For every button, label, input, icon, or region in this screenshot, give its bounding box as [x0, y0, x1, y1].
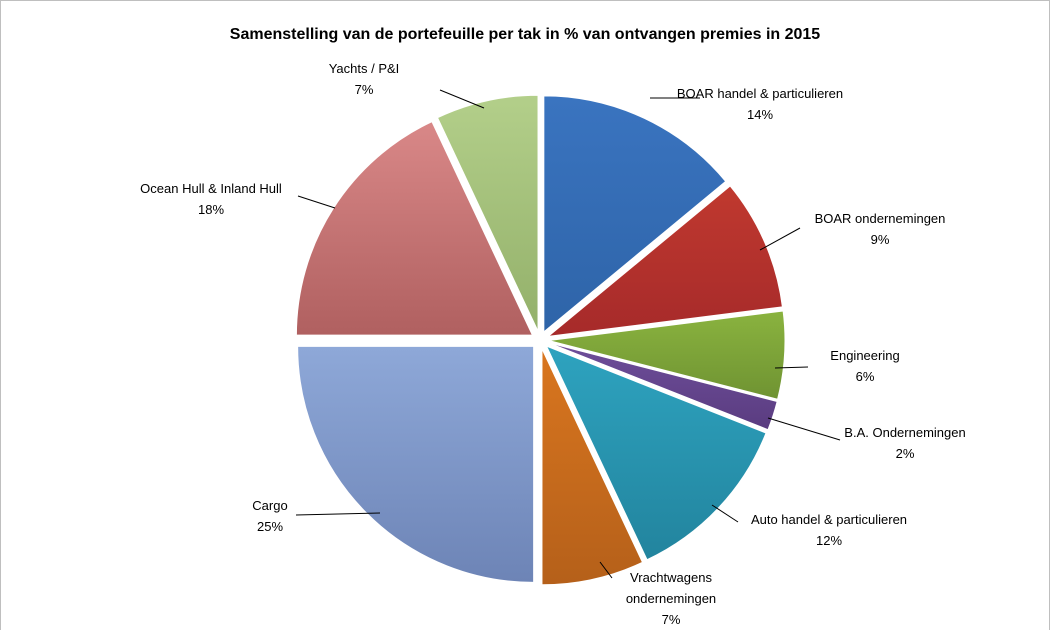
leader-line-5 — [711, 504, 739, 523]
slice-label-7: Cargo 25% — [252, 498, 287, 534]
pie-slice-1 — [543, 95, 727, 333]
pie-slice-9 — [436, 94, 539, 332]
slice-label-5: Auto handel & particulieren 12% — [751, 512, 907, 548]
slice-label-1: BOAR handel & particulieren 14% — [677, 86, 843, 122]
slice-label-8: Ocean Hull & Inland Hull 18% — [140, 181, 282, 217]
leader-line-2 — [759, 227, 801, 251]
pie-slice-4 — [548, 342, 778, 431]
chart-title: Samenstelling van de portefeuille per ta… — [229, 26, 821, 43]
pie-slice-5 — [545, 345, 767, 561]
slice-label-9: Yachts / P&I 7% — [329, 61, 400, 97]
pie-slice-2 — [546, 185, 783, 338]
pie-slice-3 — [548, 310, 786, 400]
leader-line-9 — [439, 89, 485, 109]
slice-label-3: Engineering 6% — [830, 348, 899, 384]
leader-line-7 — [295, 512, 381, 516]
slice-label-6: Vrachtwagens ondernemingen 7% — [626, 570, 716, 627]
pie-slice-8 — [295, 120, 534, 336]
leader-line-4 — [767, 417, 841, 441]
leader-line-8 — [297, 195, 336, 209]
pie-slice-6 — [541, 348, 644, 586]
leader-line-6 — [599, 561, 613, 579]
leader-line-3 — [774, 366, 809, 369]
slice-label-2: BOAR ondernemingen 9% — [815, 211, 946, 247]
pie-slice-7 — [297, 345, 535, 583]
slice-label-4: B.A. Ondernemingen 2% — [844, 425, 965, 461]
